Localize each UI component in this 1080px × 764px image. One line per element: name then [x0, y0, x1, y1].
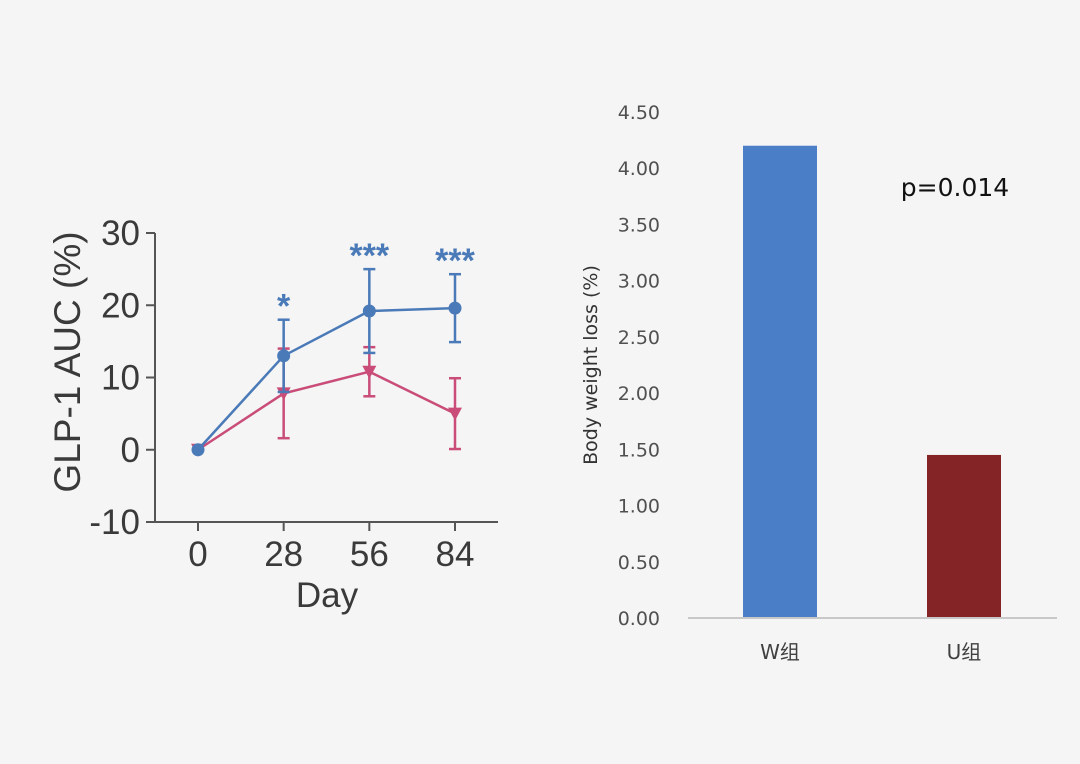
data-point [191, 443, 205, 457]
y-tick-label: 3.50 [618, 214, 660, 236]
y-axis-label: GLP-1 AUC (%) [47, 231, 88, 492]
y-tick-label: 2.00 [618, 383, 660, 405]
x-tick-label: W组 [760, 640, 800, 664]
p-value-annotation: p=0.014 [901, 173, 1009, 202]
x-axis-label: Day [296, 576, 359, 615]
data-point [362, 365, 377, 379]
y-tick-label: 10 [101, 359, 140, 398]
significance-marker: *** [435, 242, 475, 280]
y-tick-label: -10 [89, 503, 140, 542]
y-tick-label: 30 [101, 214, 140, 253]
y-tick-label: 4.00 [618, 158, 660, 180]
series-pink [191, 345, 462, 457]
series-line [197, 370, 456, 451]
y-tick-label: 0 [121, 431, 140, 470]
x-tick-label: 28 [264, 535, 303, 574]
y-tick-label: 4.50 [618, 102, 660, 124]
y-tick-label: 3.00 [618, 271, 660, 293]
x-tick-label: U组 [947, 640, 982, 664]
data-point [276, 387, 291, 401]
data-point [448, 301, 462, 315]
data-point [448, 407, 462, 421]
y-tick-label: 0.00 [618, 608, 660, 630]
body-weight-bar-chart: 0.00 0.50 1.00 1.50 2.00 2.50 3.00 3.50 4.00 4.50… [580, 102, 1057, 664]
series-line [197, 306, 456, 451]
series-blue [191, 267, 462, 457]
y-tick-label: 2.50 [618, 327, 660, 349]
significance-marker: * [277, 288, 291, 326]
data-point [277, 349, 291, 363]
y-tick-label: 1.00 [618, 496, 660, 518]
significance-marker: *** [349, 237, 389, 275]
y-axis-label: Body weight loss (%) [580, 265, 602, 465]
bar [927, 454, 1001, 618]
y-tick-label: 0.50 [618, 552, 660, 574]
y-tick-label: 20 [101, 286, 140, 325]
y-tick-label: 1.50 [618, 439, 660, 461]
data-point [362, 304, 376, 318]
bar [743, 145, 817, 618]
x-tick-label: 84 [436, 535, 475, 574]
x-tick-label: 0 [188, 535, 207, 574]
x-tick-label: 56 [350, 535, 389, 574]
